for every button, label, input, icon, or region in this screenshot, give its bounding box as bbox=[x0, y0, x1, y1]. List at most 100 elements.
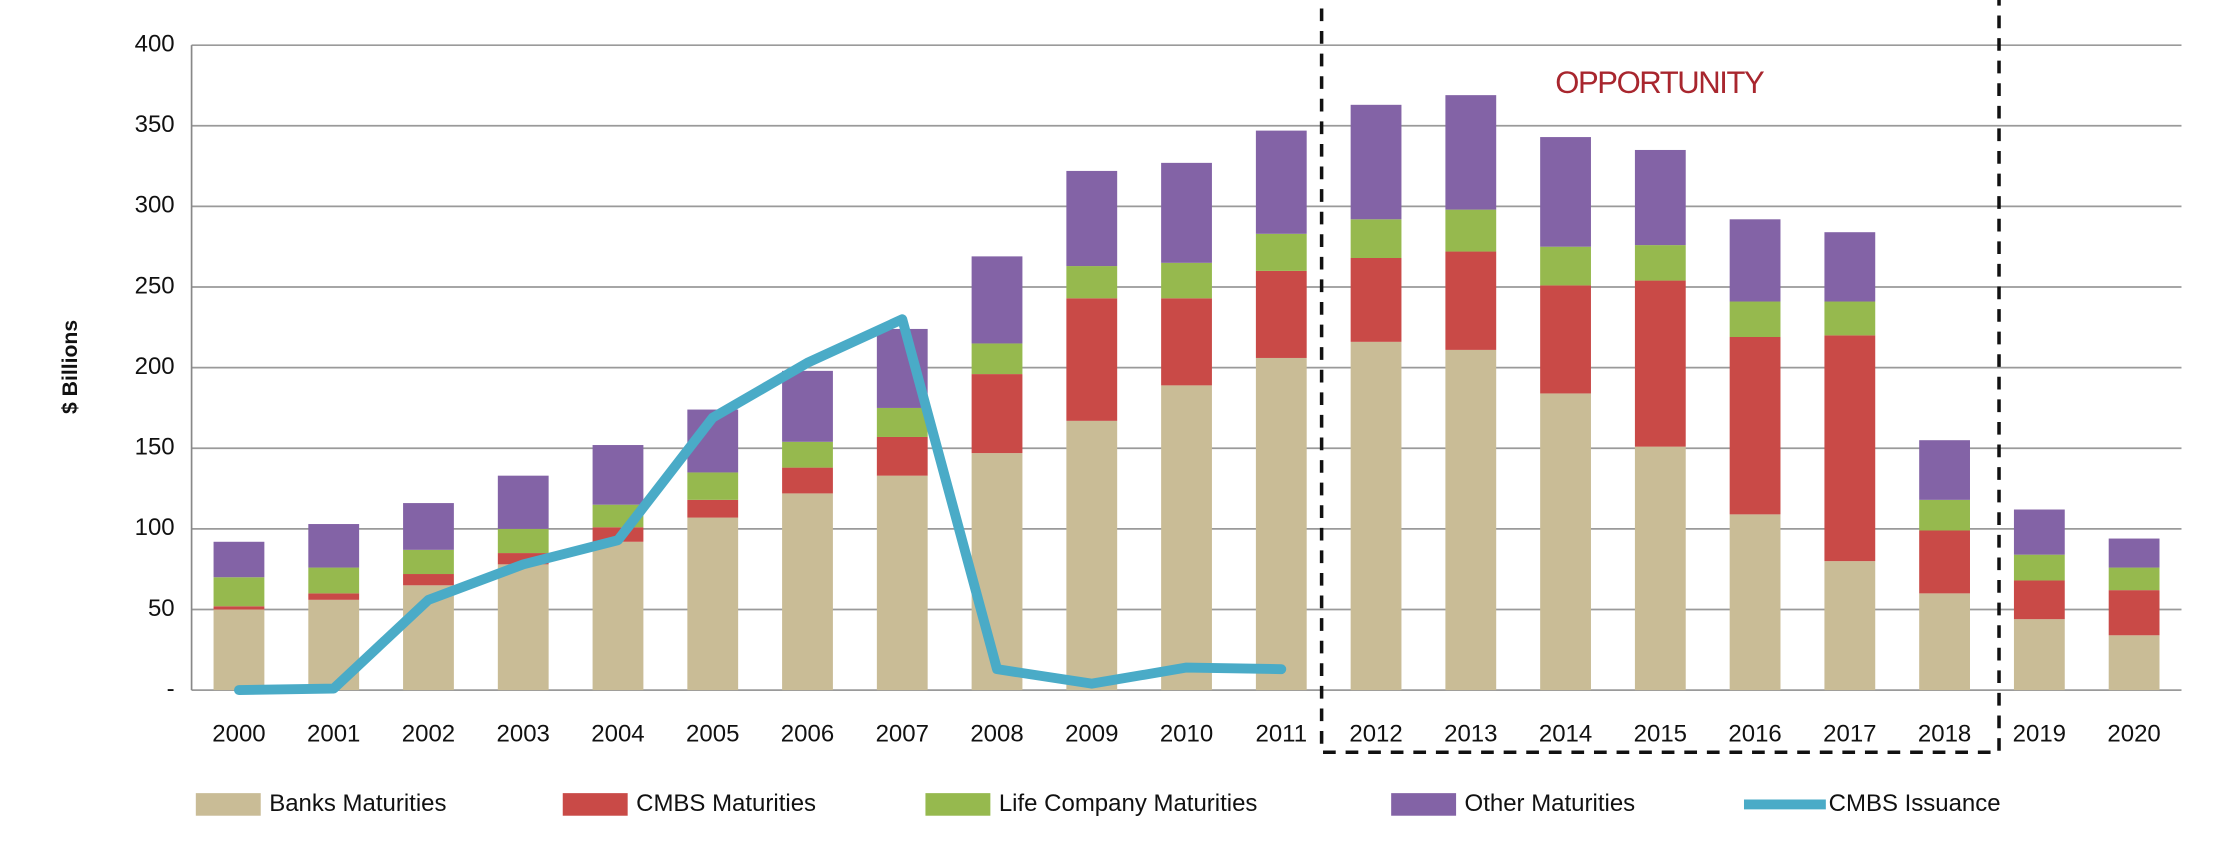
bar-segment bbox=[497, 564, 549, 691]
bar-segment bbox=[782, 467, 833, 494]
y-tick-label: - bbox=[167, 675, 175, 702]
bar-segment bbox=[308, 593, 360, 600]
y-tick-label: 100 bbox=[135, 514, 175, 541]
x-tick-label: 2020 bbox=[2107, 721, 2160, 748]
bar-segment bbox=[1066, 420, 1118, 691]
x-tick-label: 2006 bbox=[781, 721, 834, 748]
bar-segment bbox=[687, 499, 739, 518]
bar-segment bbox=[308, 524, 360, 568]
bar-segment bbox=[308, 567, 360, 594]
bar-segment bbox=[1634, 446, 1686, 691]
x-tick-label: 2000 bbox=[212, 721, 265, 748]
x-tick-label: 2016 bbox=[1728, 721, 1781, 748]
bar-segment bbox=[971, 343, 1023, 375]
bar-segment bbox=[1824, 335, 1876, 562]
bar-segment bbox=[1161, 162, 1212, 263]
bar-segment bbox=[2013, 580, 2065, 620]
y-axis-label: $ Billions bbox=[59, 320, 82, 414]
legend-swatch bbox=[925, 793, 991, 816]
y-tick-label: 200 bbox=[135, 353, 175, 380]
bar-segment bbox=[1350, 104, 1402, 220]
bar-segment bbox=[1919, 440, 1970, 500]
bar-segment bbox=[1919, 530, 1970, 594]
bar-segment bbox=[1066, 170, 1118, 267]
bar-segment bbox=[592, 541, 644, 691]
bar-segment bbox=[1350, 257, 1402, 342]
bar-segment bbox=[1540, 285, 1591, 394]
bar-segment bbox=[1161, 298, 1212, 386]
x-tick-label: 2008 bbox=[970, 721, 1023, 748]
x-tick-label: 2005 bbox=[686, 721, 739, 748]
x-tick-label: 2014 bbox=[1539, 721, 1592, 748]
bar-segment bbox=[971, 256, 1023, 344]
x-tick-label: 2011 bbox=[1255, 721, 1307, 748]
bar-segment bbox=[971, 374, 1023, 454]
bar-segment bbox=[782, 370, 833, 442]
bar-segment bbox=[403, 549, 454, 575]
y-tick-label: 150 bbox=[135, 434, 175, 461]
bar-segment bbox=[1445, 95, 1497, 210]
bar-segment bbox=[213, 541, 265, 578]
legend-swatch bbox=[195, 793, 261, 816]
bar-segment bbox=[1729, 514, 1781, 691]
bar-segment bbox=[1634, 149, 1686, 246]
x-tick-label: 2015 bbox=[1634, 721, 1687, 748]
legend-label: CMBS Issuance bbox=[1829, 790, 2001, 817]
bar-segment bbox=[1729, 337, 1781, 515]
bar-segment bbox=[1919, 499, 1970, 531]
bar-segment bbox=[1540, 393, 1591, 691]
bar-segment bbox=[1824, 232, 1876, 302]
x-tick-label: 2017 bbox=[1823, 721, 1876, 748]
y-tick-label: 350 bbox=[135, 111, 175, 138]
legend-label: Life Company Maturities bbox=[999, 790, 1258, 817]
x-tick-label: 2003 bbox=[497, 721, 550, 748]
legend-label: Other Maturities bbox=[1465, 790, 1636, 817]
bar-segment bbox=[1350, 341, 1402, 691]
bar-segment bbox=[1066, 266, 1118, 299]
bar-segment bbox=[2108, 538, 2160, 568]
x-tick-label: 2007 bbox=[876, 721, 929, 748]
bar-segment bbox=[1540, 137, 1591, 247]
bar-segment bbox=[2108, 635, 2160, 691]
x-tick-label: 2010 bbox=[1160, 721, 1213, 748]
bar-segment bbox=[1824, 561, 1876, 691]
bar-segment bbox=[2108, 590, 2160, 636]
bar-segment bbox=[213, 606, 265, 610]
bar-segment bbox=[1824, 301, 1876, 336]
bar-segment bbox=[1445, 349, 1497, 691]
line-series bbox=[234, 314, 1287, 696]
bar-segment bbox=[1255, 357, 1307, 691]
bar-segment bbox=[876, 475, 928, 691]
x-tick-label: 2004 bbox=[591, 721, 644, 748]
bar-segment bbox=[213, 609, 265, 691]
annotation: OPPORTUNITY bbox=[1555, 65, 1765, 100]
bar-segment bbox=[1634, 280, 1686, 447]
bar-segment bbox=[1445, 251, 1497, 350]
bar-segment bbox=[1161, 385, 1212, 691]
bar-segment bbox=[2108, 567, 2160, 591]
bar-segment bbox=[687, 472, 739, 500]
bar-segment bbox=[2013, 619, 2065, 691]
y-tick-label: 50 bbox=[148, 595, 175, 622]
bar-segment bbox=[1255, 270, 1307, 358]
bar-segment bbox=[1255, 233, 1307, 271]
bar-segment bbox=[876, 407, 928, 437]
bar-segment bbox=[1634, 245, 1686, 281]
legend-swatch bbox=[562, 793, 628, 816]
bar-segment bbox=[782, 493, 833, 691]
bar-segment bbox=[497, 475, 549, 529]
x-tick-label: 2013 bbox=[1444, 721, 1497, 748]
bar-segment bbox=[782, 441, 833, 468]
bar-segment bbox=[1445, 209, 1497, 252]
bar-segment bbox=[497, 553, 549, 565]
legend-swatch bbox=[1391, 793, 1457, 816]
bar-segment bbox=[2013, 509, 2065, 555]
x-tick-label: 2019 bbox=[2013, 721, 2066, 748]
bar-segment bbox=[1919, 593, 1970, 691]
x-tick-label: 2012 bbox=[1349, 721, 1402, 748]
bar-segment bbox=[1161, 262, 1212, 299]
y-tick-label: 300 bbox=[135, 192, 175, 219]
bar-segment bbox=[497, 528, 549, 554]
x-tick-label: 2001 bbox=[307, 721, 360, 748]
bar-segment bbox=[213, 577, 265, 607]
